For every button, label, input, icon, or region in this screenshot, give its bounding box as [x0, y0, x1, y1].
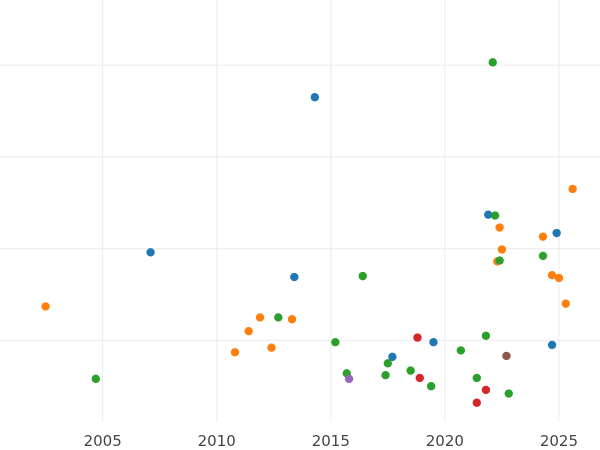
x-tick-label: 2025 — [540, 432, 578, 450]
data-point — [415, 373, 424, 383]
data-point — [230, 348, 240, 357]
x-axis-ticks: 2005 2010 2015 2020 2025 — [84, 432, 578, 450]
data-point — [538, 251, 548, 261]
data-point — [310, 93, 320, 102]
data-point — [481, 331, 491, 340]
data-point — [472, 398, 482, 407]
data-point — [484, 210, 493, 219]
data-point — [287, 315, 297, 324]
data-point — [383, 359, 393, 368]
data-point — [502, 351, 511, 361]
data-point — [497, 245, 507, 254]
x-tick-label: 2010 — [198, 432, 236, 450]
data-point — [456, 346, 466, 355]
data-point — [538, 232, 548, 241]
data-point — [413, 333, 422, 342]
data-point — [244, 326, 253, 336]
x-tick-label: 2015 — [312, 432, 350, 450]
data-point — [547, 340, 557, 350]
data-point — [91, 374, 101, 384]
data-point — [472, 373, 482, 383]
data-point — [495, 223, 504, 232]
data-point — [429, 337, 438, 347]
data-point — [561, 299, 570, 308]
data-point — [381, 371, 390, 380]
x-tick-label: 2005 — [84, 432, 122, 450]
data-point — [331, 337, 340, 347]
data-point — [495, 256, 504, 265]
data-point — [290, 272, 299, 282]
data-point — [274, 313, 283, 322]
data-point — [358, 271, 367, 281]
data-point — [267, 343, 276, 352]
data-point — [554, 273, 564, 283]
gridlines — [0, 0, 600, 422]
data-point — [344, 374, 354, 384]
data-point — [146, 248, 155, 257]
data-point — [388, 352, 397, 362]
data-point — [547, 271, 557, 280]
data-points — [41, 58, 577, 407]
data-point — [504, 389, 513, 398]
x-tick-label: 2020 — [426, 432, 464, 450]
data-point — [426, 382, 436, 391]
data-point — [488, 58, 497, 67]
data-point — [490, 211, 500, 220]
data-point — [255, 313, 265, 322]
data-point — [406, 366, 415, 375]
data-point — [552, 228, 561, 238]
data-point — [41, 302, 50, 311]
data-point — [568, 184, 577, 194]
data-point — [481, 385, 491, 395]
